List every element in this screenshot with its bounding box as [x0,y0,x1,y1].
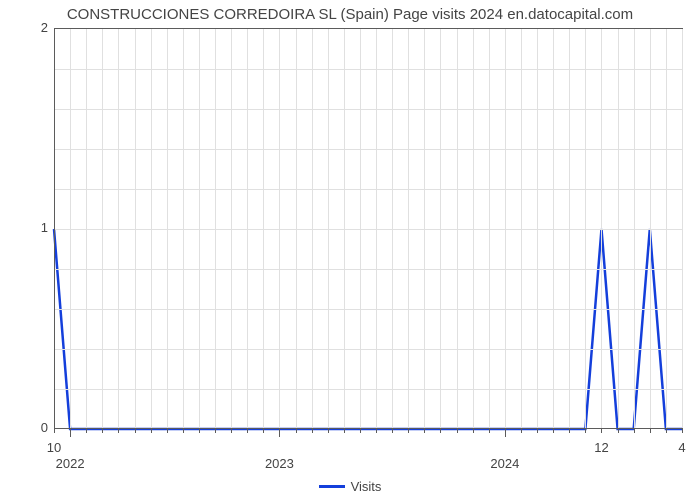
grid-line-v [457,29,458,429]
x-minor-tick [682,428,683,433]
grid-line-v [312,29,313,429]
grid-line-v [537,29,538,429]
chart-title: CONSTRUCCIONES CORREDOIRA SL (Spain) Pag… [0,6,700,23]
grid-line-v [344,29,345,429]
grid-line-h [54,309,682,310]
grid-line-v [135,29,136,429]
grid-line-v [553,29,554,429]
grid-line-h [54,269,682,270]
legend-swatch [319,485,345,488]
grid-line-v [392,29,393,429]
y-axis-label: 0 [28,420,48,435]
grid-line-v [360,29,361,429]
grid-line-v [601,29,602,429]
grid-line-v [408,29,409,429]
grid-line-v [618,29,619,429]
grid-line-v [247,29,248,429]
grid-line-v [569,29,570,429]
x-major-tick [505,428,506,437]
y-axis-label: 1 [28,220,48,235]
grid-line-v [263,29,264,429]
series-line-visits [54,229,682,429]
grid-line-v [650,29,651,429]
grid-line-v [118,29,119,429]
grid-line-h [54,189,682,190]
grid-line-v [473,29,474,429]
grid-line-h [54,349,682,350]
grid-line-v [376,29,377,429]
x-extra-label: 10 [39,440,69,455]
grid-line-v [279,29,280,429]
grid-line-h [54,69,682,70]
grid-line-v [199,29,200,429]
grid-line-h [54,109,682,110]
grid-line-v [70,29,71,429]
grid-line-v [167,29,168,429]
grid-line-v [183,29,184,429]
grid-line-v [424,29,425,429]
grid-line-v [86,29,87,429]
grid-line-v [521,29,522,429]
grid-line-v [682,29,683,429]
x-extra-label: 4 [667,440,697,455]
grid-line-h [54,149,682,150]
grid-line-v [151,29,152,429]
y-axis-label: 2 [28,20,48,35]
plot-area [54,28,683,429]
grid-line-v [505,29,506,429]
x-axis-label: 2024 [475,456,535,471]
x-major-tick [279,428,280,437]
grid-line-h [54,389,682,390]
x-axis-label: 2022 [40,456,100,471]
x-extra-label: 12 [586,440,616,455]
grid-line-v [666,29,667,429]
grid-line-v [296,29,297,429]
x-axis-label: 2023 [249,456,309,471]
grid-line-v [585,29,586,429]
grid-line-v [440,29,441,429]
grid-line-v [231,29,232,429]
x-axis-line [54,428,682,429]
x-major-tick [70,428,71,437]
grid-line-h [54,229,682,230]
grid-line-v [634,29,635,429]
y-axis-line [54,28,55,428]
chart-container: CONSTRUCCIONES CORREDOIRA SL (Spain) Pag… [0,0,700,500]
grid-line-v [489,29,490,429]
grid-line-v [328,29,329,429]
grid-line-v [102,29,103,429]
legend-label: Visits [351,479,382,494]
legend: Visits [0,479,700,494]
grid-line-v [215,29,216,429]
